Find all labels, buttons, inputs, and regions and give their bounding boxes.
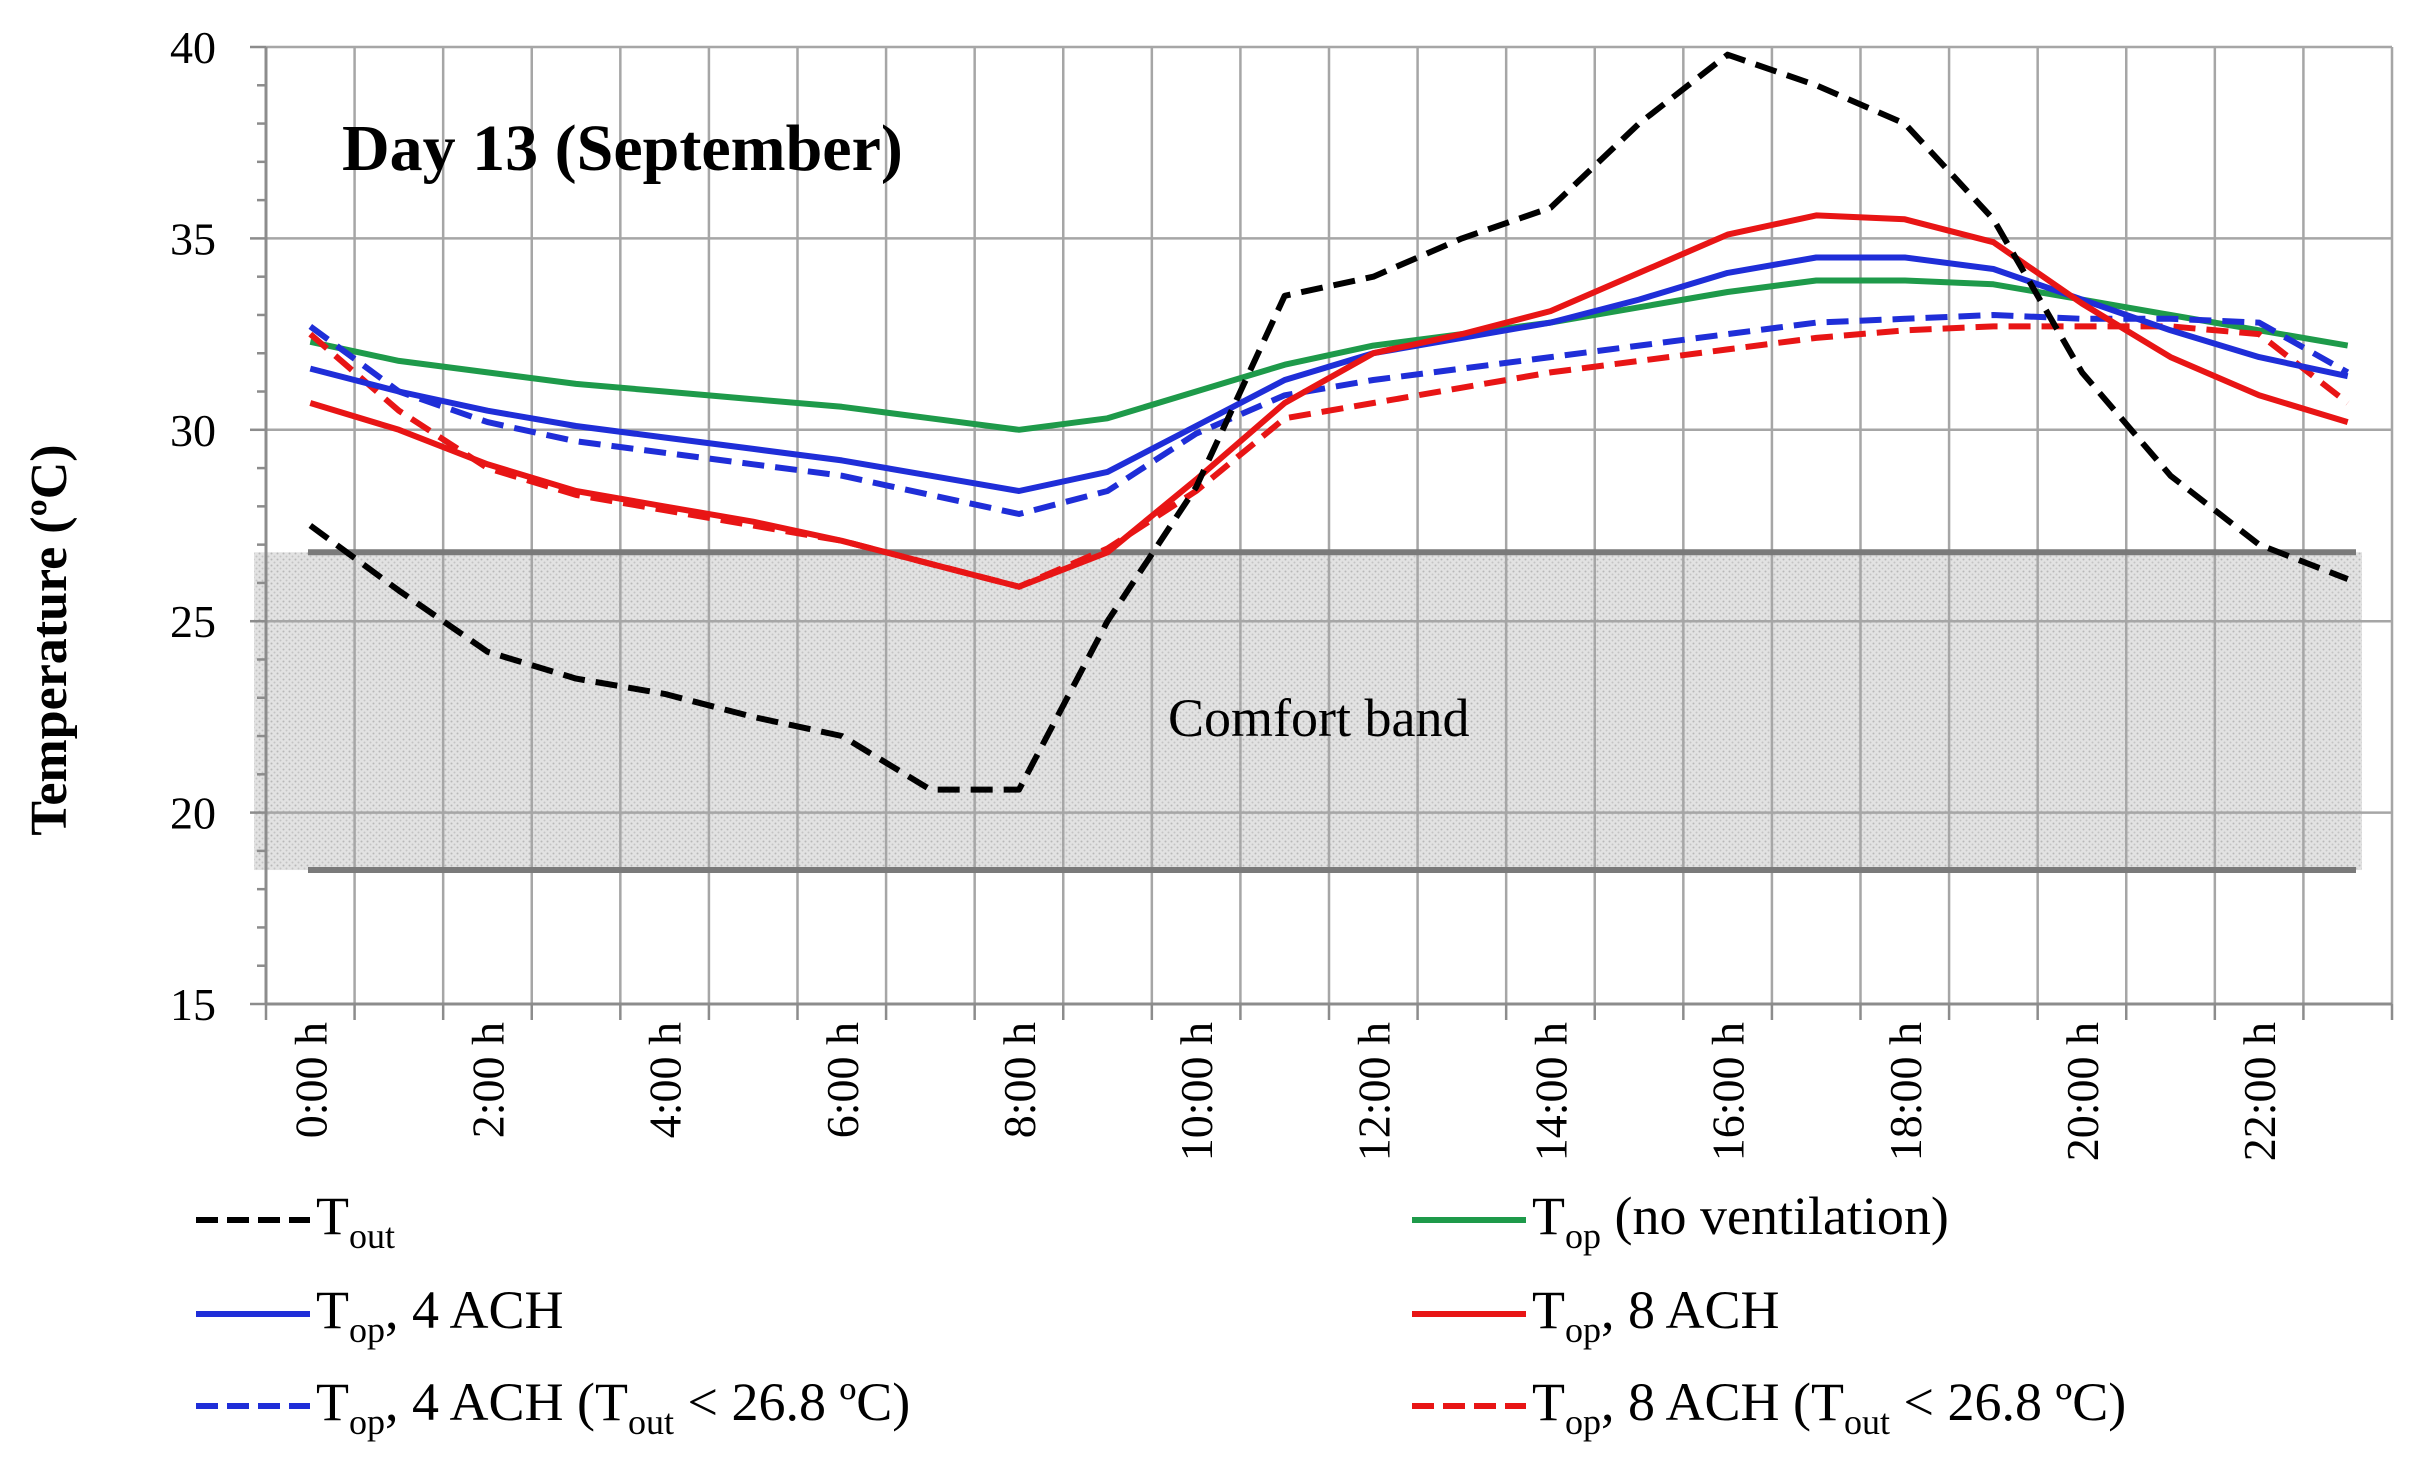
legend-main: T [316,1372,349,1432]
legend-main: T [1532,1280,1565,1340]
comfort-band-layer [254,552,2362,871]
y-tick-label: 30 [170,405,216,456]
legend-suffix: , 4 ACH [385,1280,564,1340]
legend-subscript: op [1565,1216,1601,1256]
legend-main: T [316,1280,349,1340]
comfort-band-label: Comfort band [1168,688,1469,748]
legend-suffix: < 26.8 ºC) [1890,1372,2126,1432]
series-line-nv [309,277,2349,433]
legend-label-a4c: Top, 4 ACH (Tout < 26.8 ºC) [316,1372,910,1442]
legend-suffix: , 4 ACH (T [385,1372,628,1432]
y-axis-label: Temperature (ºC) [21,444,78,835]
y-tick-label: 15 [170,979,216,1030]
legend-label-a8: Top, 8 ACH [1532,1280,1780,1350]
y-tick-label: 40 [170,22,216,73]
x-tick-label: 4:00 h [640,1022,691,1138]
legend-subscript: out [349,1216,395,1256]
legend-subscript: op [349,1402,385,1442]
legend-main: T [1532,1372,1565,1432]
legend-suffix: < 26.8 ºC) [674,1372,910,1432]
legend-subscript: out [628,1402,674,1442]
y-tick-label: 25 [170,596,216,647]
x-tick-label: 0:00 h [285,1022,336,1138]
legend: Tout Top (no ventilation)Top, 4 ACH Top, 8… [196,1186,2126,1442]
legend-label-tout: Tout [316,1186,395,1256]
series-line-a8c [308,323,2350,590]
legend-main: T [316,1186,349,1246]
series-line-a8 [309,212,2349,590]
x-tick-label: 22:00 h [2234,1022,2285,1161]
legend-label-a8c: Top, 8 ACH (Tout < 26.8 ºC) [1532,1372,2126,1442]
y-tick-label: 20 [170,788,216,839]
series-layer [308,51,2350,793]
x-tick-label: 6:00 h [817,1022,868,1138]
legend-subscript: op [1565,1402,1601,1442]
x-tick-label: 16:00 h [1703,1022,1754,1161]
comfort-band [254,552,2362,871]
x-tick-label: 20:00 h [2057,1022,2108,1161]
series-line-a4c [308,312,2350,517]
legend-subscript: out [1844,1402,1890,1442]
legend-label-nv: Top (no ventilation) [1532,1186,1949,1256]
series-line-a4 [309,254,2349,494]
axes-layer [250,45,2394,1020]
chart-title: Day 13 (September) [342,112,903,185]
legend-suffix: , 8 ACH [1601,1280,1780,1340]
legend-suffix: (no ventilation) [1601,1186,1949,1246]
legend-main: T [1532,1186,1565,1246]
x-tick-label: 8:00 h [994,1022,1045,1138]
x-tick-label: 2:00 h [462,1022,513,1138]
legend-suffix: , 8 ACH (T [1601,1372,1844,1432]
y-tick-label: 35 [170,213,216,264]
x-tick-label: 14:00 h [1525,1022,1576,1161]
x-tick-label: 18:00 h [1880,1022,1931,1161]
legend-subscript: op [1565,1310,1601,1350]
x-tick-label: 12:00 h [1348,1022,1399,1161]
legend-subscript: op [349,1310,385,1350]
labels-layer: 15 20 25 30 35 40 0:00 h 2:00 h 4:00 h 6:00 h 8:00… [170,22,2285,1161]
comfort-band-bounds [308,549,2356,874]
legend-label-a4: Top, 4 ACH [316,1280,564,1350]
x-tick-label: 10:00 h [1171,1022,1222,1161]
